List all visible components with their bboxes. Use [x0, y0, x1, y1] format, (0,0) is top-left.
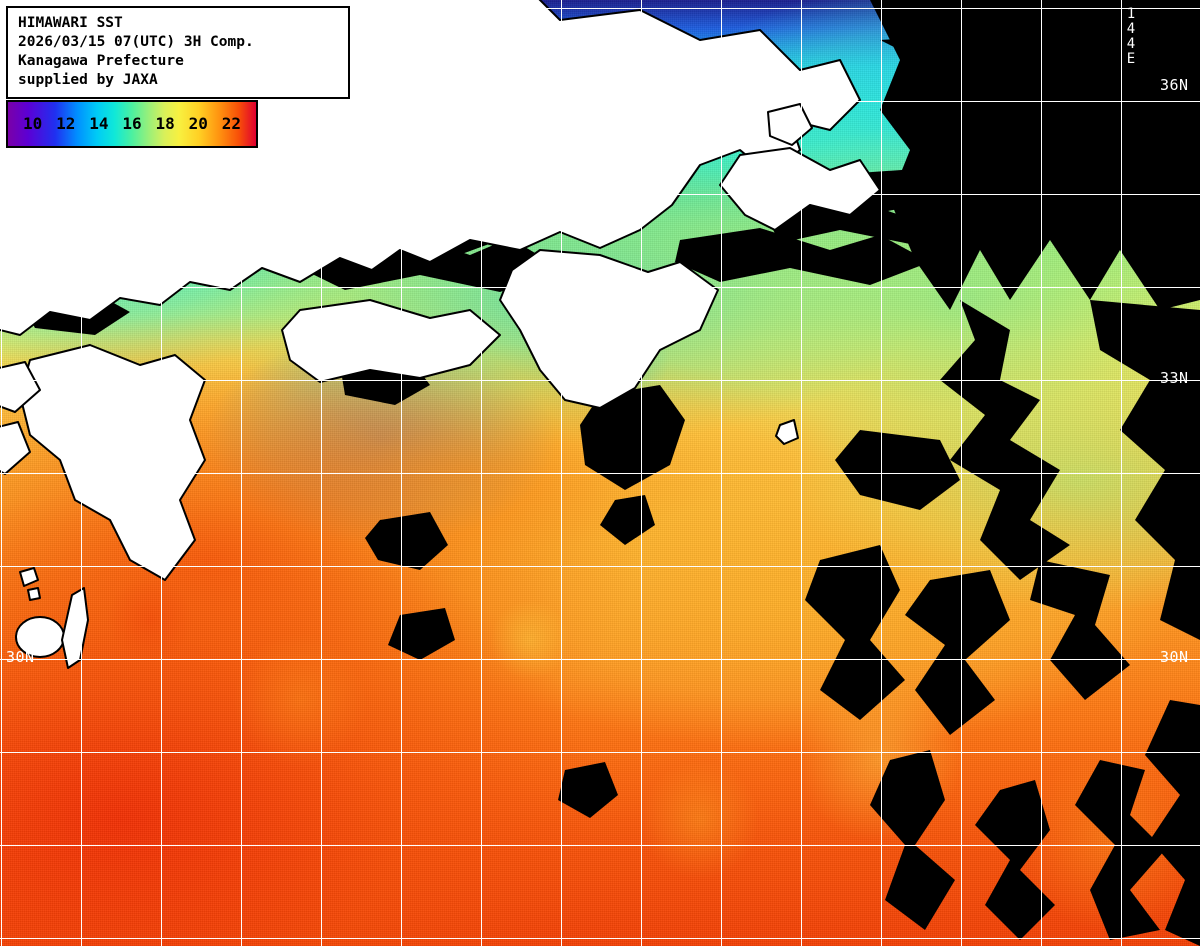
gridline-vertical — [1041, 0, 1042, 946]
gridline-horizontal — [0, 566, 1200, 567]
info-box: HIMAWARI SST 2026/03/15 07(UTC) 3H Comp.… — [6, 6, 350, 99]
gridline-vertical — [801, 0, 802, 946]
lat-label-30n-right: 30N — [1160, 648, 1189, 666]
colorbar-tick: 22 — [221, 114, 242, 133]
colorbar-tick: 14 — [89, 114, 109, 133]
info-line-credit: supplied by JAXA — [18, 72, 158, 88]
colorbar-tick: 18 — [155, 114, 175, 133]
colorbar-gradient — [8, 102, 256, 146]
gridline-horizontal — [0, 287, 1200, 288]
info-line-datetime: 2026/03/15 07(UTC) 3H Comp. — [18, 34, 254, 50]
lat-label-33n-right: 33N — [1160, 369, 1189, 387]
gridline-vertical — [321, 0, 322, 946]
lon-label-144e: 144E — [1123, 6, 1139, 66]
gridline-vertical — [401, 0, 402, 946]
gridline-vertical — [561, 0, 562, 946]
gridline-vertical-136e — [481, 0, 482, 946]
info-line-region: Kanagawa Prefecture — [18, 53, 184, 69]
gridline-vertical-144e — [1121, 0, 1122, 946]
lon-label-136e: 136E — [482, 6, 498, 66]
gridline-vertical — [1, 0, 2, 946]
gridline-vertical — [641, 0, 642, 946]
colorbar-tick: 12 — [56, 114, 76, 133]
colorbar-tick-labels: 10 12 14 16 18 20 22 — [8, 102, 256, 146]
colorbar-tick: 10 — [22, 114, 43, 133]
gridline-horizontal-30n — [0, 659, 1200, 660]
gridline-horizontal — [0, 752, 1200, 753]
gridline-vertical — [721, 0, 722, 946]
gridline-horizontal-33n — [0, 380, 1200, 381]
lat-label-30n-left: 30N — [6, 648, 35, 666]
gridline-vertical — [961, 0, 962, 946]
gridline-horizontal — [0, 194, 1200, 195]
gridline-horizontal — [0, 938, 1200, 939]
lat-label-36n-right: 36N — [1160, 76, 1189, 94]
gridline-vertical — [881, 0, 882, 946]
gridline-horizontal — [0, 473, 1200, 474]
colorbar: 10 12 14 16 18 20 22 — [6, 100, 258, 148]
gridline-horizontal — [0, 845, 1200, 846]
colorbar-tick: 16 — [122, 114, 142, 133]
info-line-product: HIMAWARI SST — [18, 15, 123, 31]
colorbar-tick: 20 — [188, 114, 208, 133]
